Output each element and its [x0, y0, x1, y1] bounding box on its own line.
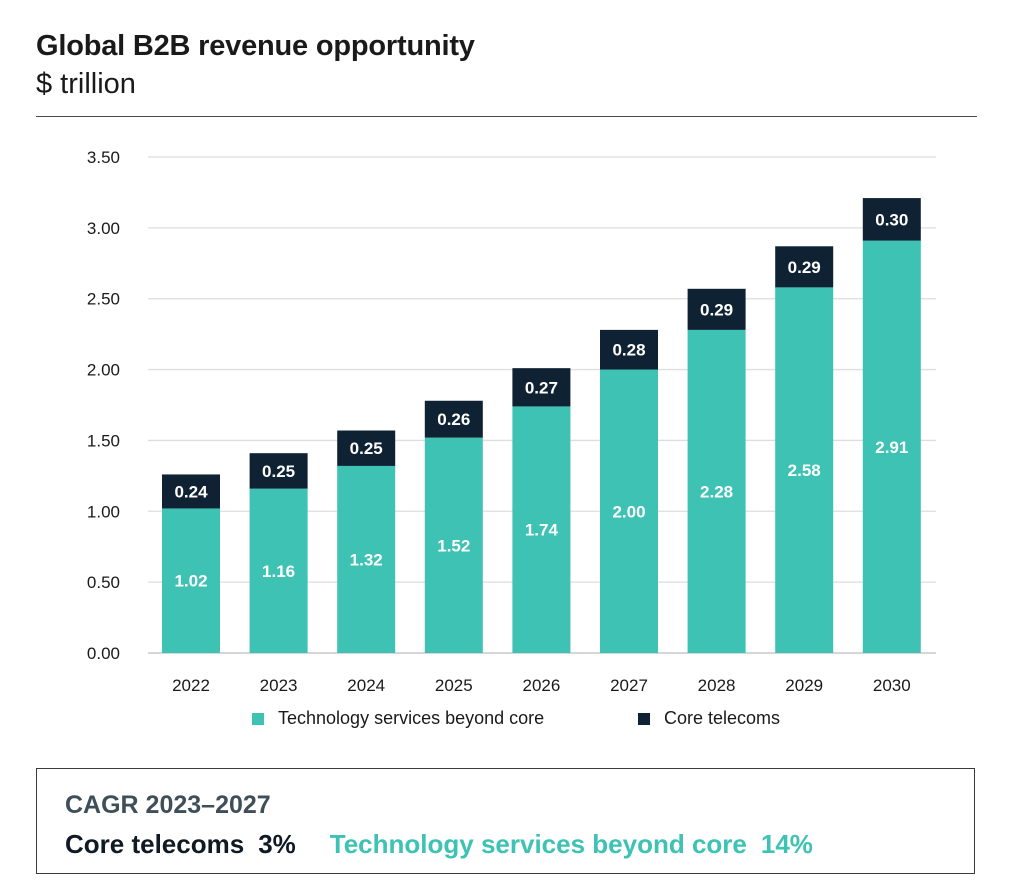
data-label-core-telecoms: 0.30 [875, 210, 908, 229]
cagr-values: Core telecoms 3% Technology services beyon… [65, 829, 813, 860]
cagr-core-label: Core telecoms [65, 829, 245, 859]
y-axis-ticks: 0.00 0.50 1.00 1.50 2.00 2.50 3.00 3.50 [87, 148, 120, 663]
data-label-core-telecoms: 0.25 [262, 462, 295, 481]
bars: 1.02 0.24 1.16 0.25 1.32 0.25 1.52 0.26 1.74 0.27… [162, 198, 921, 653]
legend-swatch-core [638, 712, 650, 725]
bar-technology [687, 329, 746, 653]
chart-title: Global B2B revenue opportunity [36, 30, 475, 62]
x-tick-label: 2023 [260, 676, 298, 695]
x-tick-label: 2025 [435, 676, 473, 695]
data-label-core-telecoms: 0.29 [788, 258, 821, 277]
title-divider [36, 116, 977, 117]
x-axis-ticks: 2022 2023 2024 2025 2026 2027 2028 2029 2030 [172, 676, 911, 695]
cagr-tech-label: Technology services beyond core [329, 829, 747, 859]
data-label-core-telecoms: 0.24 [174, 482, 208, 501]
bar-core-telecoms [249, 453, 308, 489]
bar-technology [162, 508, 220, 653]
bar-technology [337, 465, 396, 653]
data-label-technology: 2.91 [875, 438, 908, 457]
y-tick-label: 0.50 [87, 573, 120, 592]
legend-item-technology: Technology services beyond core [252, 708, 544, 729]
data-label-core-telecoms: 0.25 [350, 439, 383, 458]
legend-item-core: Core telecoms [638, 708, 780, 729]
data-label-technology: 1.52 [437, 536, 470, 555]
bar-core-telecoms [600, 329, 658, 370]
bar-technology [249, 488, 308, 653]
y-tick-label: 3.00 [87, 219, 120, 238]
cagr-core-value: 3% [258, 829, 296, 859]
legend-swatch-technology [252, 712, 264, 725]
bar-core-telecoms [775, 246, 834, 288]
cagr-tech-value: 14% [760, 829, 813, 859]
data-label-core-telecoms: 0.27 [525, 378, 558, 397]
bar-technology [775, 287, 834, 653]
bar-technology [512, 406, 571, 653]
bar-core-telecoms [162, 474, 220, 509]
data-label-core-telecoms: 0.26 [437, 410, 470, 429]
x-tick-label: 2027 [610, 676, 648, 695]
stacked-bar-chart: 0.00 0.50 1.00 1.50 2.00 2.50 3.00 3.50 1.02 0.2… [87, 148, 936, 695]
data-label-technology: 1.16 [262, 562, 295, 581]
y-tick-label: 2.00 [87, 361, 120, 380]
x-tick-label: 2024 [347, 676, 385, 695]
data-label-technology: 1.74 [525, 521, 559, 540]
bar-core-telecoms [687, 288, 746, 330]
bar-core-telecoms [424, 400, 483, 438]
bar-core-telecoms [337, 430, 396, 466]
data-label-technology: 2.28 [700, 482, 733, 501]
legend-label-core: Core telecoms [664, 708, 781, 728]
bar-technology [862, 240, 921, 653]
x-tick-label: 2026 [522, 676, 560, 695]
bar-technology [424, 437, 483, 653]
cagr-panel: CAGR 2023–2027 Core telecoms 3% Technology… [36, 768, 975, 874]
x-tick-label: 2022 [172, 676, 210, 695]
data-label-technology: 2.58 [788, 461, 821, 480]
data-label-core-telecoms: 0.29 [700, 300, 733, 319]
data-label-technology: 1.32 [350, 550, 383, 569]
x-tick-label: 2030 [873, 676, 911, 695]
legend-label-technology: Technology services beyond core [278, 708, 545, 728]
chart-subtitle: $ trillion [36, 68, 136, 100]
y-tick-label: 3.50 [87, 148, 120, 167]
bar-core-telecoms [512, 368, 571, 407]
cagr-title: CAGR 2023–2027 [65, 791, 271, 819]
y-tick-label: 0.00 [87, 644, 120, 663]
data-label-technology: 1.02 [174, 572, 207, 591]
bar-core-telecoms [862, 198, 921, 241]
y-tick-label: 1.00 [87, 502, 120, 521]
x-tick-label: 2029 [785, 676, 823, 695]
y-tick-label: 2.50 [87, 290, 120, 309]
y-tick-label: 1.50 [87, 431, 120, 450]
data-label-core-telecoms: 0.28 [612, 341, 645, 360]
x-tick-label: 2028 [698, 676, 736, 695]
bar-technology [600, 369, 658, 653]
legend: Technology services beyond core Core tel… [0, 708, 1012, 734]
data-label-technology: 2.00 [612, 502, 645, 521]
